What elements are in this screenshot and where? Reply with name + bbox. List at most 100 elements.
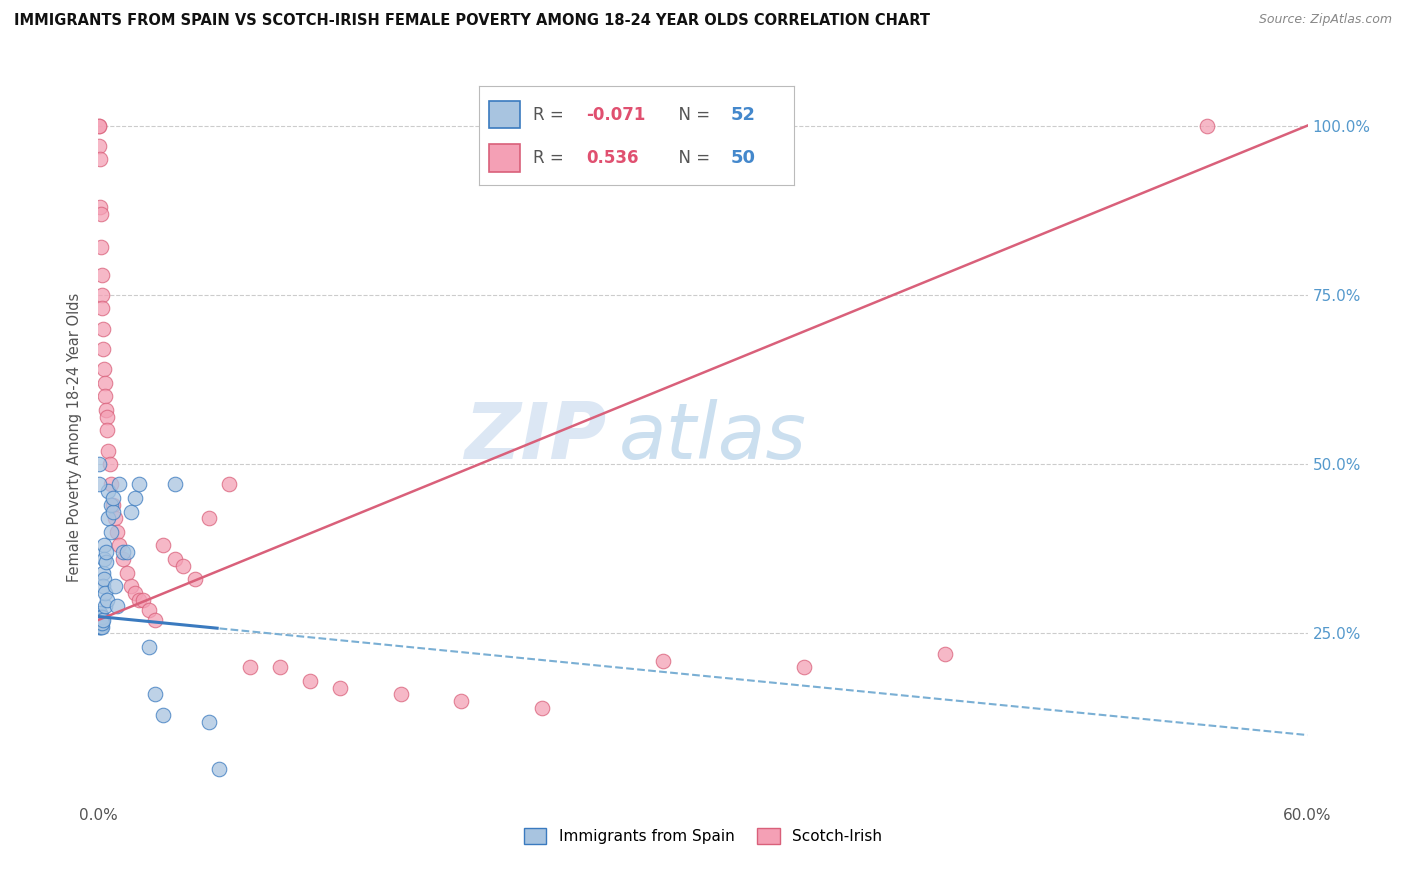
Point bbox=[163, 477, 186, 491]
Point bbox=[111, 552, 134, 566]
Point bbox=[138, 603, 160, 617]
Point bbox=[91, 616, 114, 631]
Point bbox=[89, 609, 111, 624]
Point bbox=[87, 477, 110, 491]
Point bbox=[93, 538, 115, 552]
Point bbox=[87, 613, 110, 627]
Point bbox=[90, 613, 112, 627]
Point bbox=[105, 524, 128, 539]
Point bbox=[172, 558, 194, 573]
Point bbox=[103, 579, 125, 593]
Point bbox=[87, 119, 110, 133]
Point bbox=[94, 389, 117, 403]
Point bbox=[89, 613, 111, 627]
Point bbox=[93, 572, 115, 586]
Point bbox=[91, 609, 114, 624]
Text: Source: ZipAtlas.com: Source: ZipAtlas.com bbox=[1258, 13, 1392, 27]
Point bbox=[91, 288, 114, 302]
Point bbox=[100, 477, 122, 491]
Point bbox=[87, 620, 110, 634]
Point bbox=[89, 613, 111, 627]
Point bbox=[389, 688, 412, 702]
Point bbox=[101, 505, 124, 519]
Point bbox=[128, 592, 150, 607]
Point bbox=[89, 616, 111, 631]
Point bbox=[124, 491, 146, 505]
Point bbox=[163, 552, 186, 566]
Y-axis label: Female Poverty Among 18-24 Year Olds: Female Poverty Among 18-24 Year Olds bbox=[67, 293, 83, 582]
Point bbox=[138, 640, 160, 654]
Point bbox=[100, 524, 122, 539]
Point bbox=[208, 762, 231, 776]
Point bbox=[98, 457, 121, 471]
Point bbox=[97, 443, 120, 458]
Point bbox=[450, 694, 472, 708]
Point bbox=[101, 498, 124, 512]
Point bbox=[143, 613, 166, 627]
Point bbox=[152, 538, 174, 552]
Text: atlas: atlas bbox=[619, 399, 806, 475]
Point bbox=[115, 545, 138, 559]
Point bbox=[96, 592, 118, 607]
Point bbox=[93, 552, 115, 566]
Point bbox=[93, 342, 115, 356]
Point bbox=[184, 572, 207, 586]
Point bbox=[90, 616, 112, 631]
Point bbox=[143, 688, 166, 702]
Point bbox=[530, 701, 553, 715]
Point bbox=[120, 505, 142, 519]
Point bbox=[124, 586, 146, 600]
Point bbox=[91, 620, 114, 634]
Point bbox=[103, 511, 125, 525]
Point bbox=[198, 511, 221, 525]
Point bbox=[89, 606, 111, 620]
Point bbox=[793, 660, 815, 674]
Point bbox=[89, 620, 111, 634]
Point bbox=[96, 545, 118, 559]
Point bbox=[94, 376, 117, 390]
Point bbox=[218, 477, 240, 491]
Point bbox=[132, 592, 155, 607]
Point bbox=[91, 613, 114, 627]
Point bbox=[934, 647, 956, 661]
Point bbox=[93, 579, 115, 593]
Legend: Immigrants from Spain, Scotch-Irish: Immigrants from Spain, Scotch-Irish bbox=[517, 822, 889, 850]
Text: ZIP: ZIP bbox=[464, 399, 606, 475]
Point bbox=[96, 403, 118, 417]
Point bbox=[105, 599, 128, 614]
Point bbox=[89, 153, 111, 167]
Point bbox=[87, 119, 110, 133]
Point bbox=[1195, 119, 1218, 133]
Text: IMMIGRANTS FROM SPAIN VS SCOTCH-IRISH FEMALE POVERTY AMONG 18-24 YEAR OLDS CORRE: IMMIGRANTS FROM SPAIN VS SCOTCH-IRISH FE… bbox=[14, 13, 929, 29]
Point bbox=[299, 673, 322, 688]
Point bbox=[91, 301, 114, 316]
Point bbox=[96, 409, 118, 424]
Point bbox=[651, 654, 673, 668]
Point bbox=[96, 555, 118, 569]
Point bbox=[87, 457, 110, 471]
Point bbox=[90, 268, 112, 282]
Point bbox=[97, 511, 120, 525]
Point bbox=[101, 491, 124, 505]
Point bbox=[89, 606, 111, 620]
Point bbox=[100, 498, 122, 512]
Point bbox=[111, 545, 134, 559]
Point bbox=[90, 620, 112, 634]
Point bbox=[97, 484, 120, 499]
Point bbox=[198, 714, 221, 729]
Point bbox=[89, 139, 111, 153]
Point bbox=[93, 566, 115, 580]
Point bbox=[96, 423, 118, 437]
Point bbox=[91, 322, 114, 336]
Point bbox=[93, 362, 115, 376]
Point bbox=[90, 240, 112, 254]
Point bbox=[115, 566, 138, 580]
Point bbox=[329, 681, 352, 695]
Point bbox=[239, 660, 262, 674]
Point bbox=[90, 609, 112, 624]
Point bbox=[90, 613, 112, 627]
Point bbox=[94, 586, 117, 600]
Point bbox=[94, 599, 117, 614]
Point bbox=[89, 200, 111, 214]
Point bbox=[128, 477, 150, 491]
